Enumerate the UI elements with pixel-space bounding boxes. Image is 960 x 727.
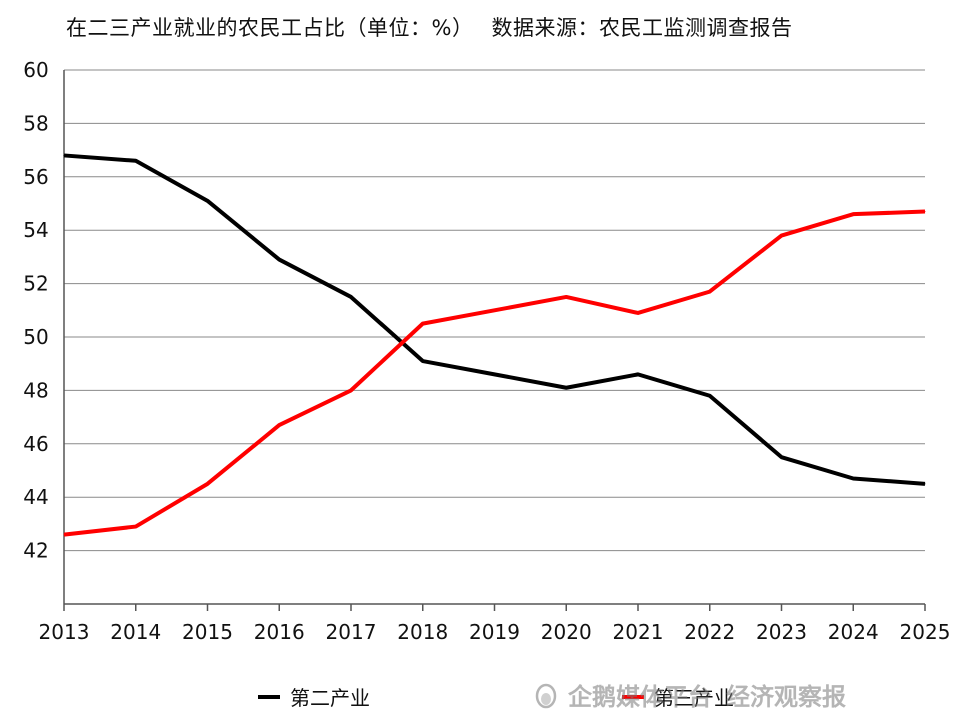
y-tick-label: 58 bbox=[23, 111, 48, 135]
point-secondary-2014 bbox=[135, 160, 137, 162]
y-tick-label: 52 bbox=[23, 272, 48, 296]
y-tick-label: 60 bbox=[23, 58, 48, 82]
point-secondary-2017 bbox=[350, 296, 352, 298]
y-tick-label: 50 bbox=[23, 325, 48, 349]
point-tertiary-2023 bbox=[781, 235, 782, 237]
watermark: 企鹅媒体平台 经济观察报 bbox=[532, 677, 846, 712]
chart-title: 在二三产业就业的农民工占比（单位：%） 数据来源：农民工监测调查报告 bbox=[66, 12, 792, 42]
y-tick-label: 48 bbox=[23, 378, 48, 402]
y-tick-label: 56 bbox=[23, 165, 48, 189]
legend-label-secondary: 第二产业 bbox=[290, 686, 370, 710]
x-tick-label: 2017 bbox=[326, 620, 377, 644]
point-tertiary-2024 bbox=[852, 213, 854, 215]
point-tertiary-2020 bbox=[565, 296, 567, 298]
point-tertiary-2013 bbox=[63, 534, 65, 536]
point-secondary-2020 bbox=[565, 387, 567, 389]
y-axis-ticks: 60 58 56 54 52 50 48 46 44 42 bbox=[23, 58, 48, 563]
watermark-platform: 企鹅媒体平台 bbox=[568, 683, 712, 711]
point-tertiary-2017 bbox=[350, 389, 352, 391]
watermark-account: 经济观察报 bbox=[726, 683, 846, 711]
grid-lines bbox=[64, 69, 925, 552]
point-secondary-2013 bbox=[63, 154, 65, 156]
point-tertiary-2016 bbox=[278, 424, 280, 426]
legend-swatch-secondary bbox=[258, 694, 280, 699]
point-secondary-2018 bbox=[422, 360, 424, 362]
x-tick-label: 2022 bbox=[684, 620, 735, 644]
x-tick-label: 2025 bbox=[900, 620, 951, 644]
x-tick-label: 2014 bbox=[110, 620, 161, 644]
x-tick-label: 2018 bbox=[397, 620, 448, 644]
series-lines bbox=[63, 153, 926, 537]
point-secondary-2024 bbox=[852, 478, 854, 480]
x-tick-label: 2019 bbox=[469, 620, 520, 644]
y-tick-label: 42 bbox=[23, 539, 48, 563]
chart-legend: 第二产业 第三产业 bbox=[0, 682, 960, 712]
x-tick-label: 2023 bbox=[756, 620, 807, 644]
x-tick-label: 2016 bbox=[254, 620, 305, 644]
point-secondary-2016 bbox=[278, 259, 280, 261]
penguin-icon bbox=[532, 681, 560, 709]
legend-label-tertiary: 第三产业 bbox=[654, 686, 734, 710]
point-tertiary-2015 bbox=[207, 483, 208, 485]
x-tick-label: 2020 bbox=[541, 620, 592, 644]
x-tick-label: 2015 bbox=[182, 620, 233, 644]
point-tertiary-2019 bbox=[494, 309, 495, 311]
point-tertiary-2018 bbox=[422, 323, 424, 325]
x-tick-label: 2024 bbox=[828, 620, 879, 644]
point-tertiary-2021 bbox=[637, 312, 639, 314]
series-line-secondary-industry bbox=[63, 153, 926, 486]
chart-title-text: 在二三产业就业的农民工占比（单位：%） bbox=[66, 16, 474, 40]
legend-swatch-tertiary bbox=[622, 694, 644, 699]
point-secondary-2015 bbox=[207, 200, 208, 202]
data-source-note: 数据来源：农民工监测调查报告 bbox=[491, 16, 793, 40]
point-secondary-2025 bbox=[924, 483, 926, 485]
y-tick-label: 46 bbox=[23, 432, 48, 456]
point-tertiary-2025 bbox=[924, 211, 926, 213]
legend-item-secondary: 第二产业 bbox=[258, 682, 370, 711]
point-tertiary-2022 bbox=[709, 291, 711, 293]
point-secondary-2023 bbox=[781, 456, 782, 458]
point-secondary-2019 bbox=[494, 373, 495, 375]
point-secondary-2021 bbox=[637, 373, 639, 375]
x-tick-label: 2021 bbox=[613, 620, 664, 644]
y-tick-label: 54 bbox=[23, 218, 48, 242]
legend-item-tertiary: 第三产业 bbox=[622, 682, 734, 711]
x-axis-ticks: 2013 2014 2015 2016 2017 2018 2019 2020 2021 2022… bbox=[39, 604, 951, 644]
y-tick-label: 44 bbox=[23, 485, 48, 509]
x-tick-label: 2013 bbox=[39, 620, 90, 644]
point-tertiary-2014 bbox=[135, 526, 137, 528]
point-secondary-2022 bbox=[709, 395, 711, 397]
